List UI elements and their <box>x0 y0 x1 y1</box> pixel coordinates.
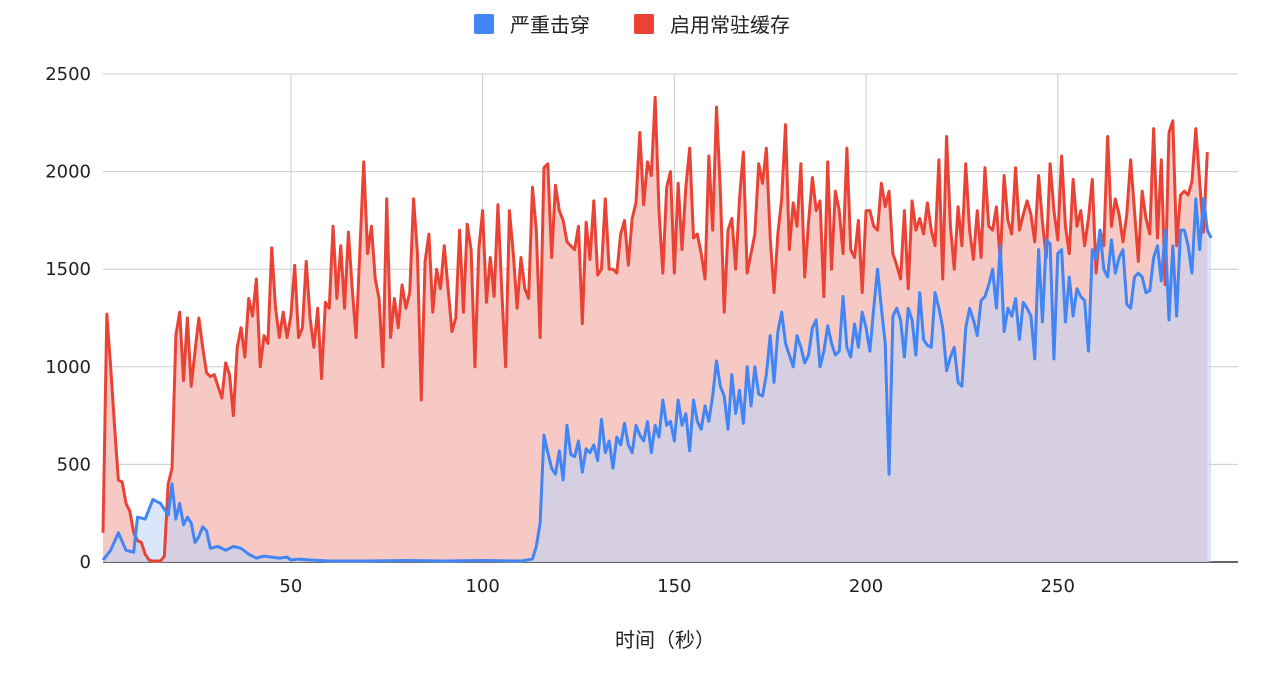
x-axis-ticks: 50 100 150 200 250 <box>279 576 1075 597</box>
x-tick-label: 150 <box>657 576 691 597</box>
series-areas <box>103 97 1212 563</box>
series-area-0 <box>103 198 1212 562</box>
series-line-1 <box>101 95 1209 563</box>
legend-label-1: 启用常驻缓存 <box>670 13 790 37</box>
series-lines <box>101 95 1213 563</box>
x-tick-label: 50 <box>279 576 302 597</box>
y-tick-label: 1500 <box>45 259 91 280</box>
legend: 严重击穿 启用常驻缓存 <box>474 13 790 37</box>
series-line-0 <box>101 197 1213 563</box>
y-tick-label: 500 <box>57 454 91 475</box>
x-tick-label: 100 <box>465 576 499 597</box>
x-axis-title: 时间（秒） <box>615 628 715 652</box>
y-tick-label: 2000 <box>45 162 91 183</box>
x-tick-label: 250 <box>1041 576 1075 597</box>
y-tick-label: 1000 <box>45 357 91 378</box>
y-tick-label: 0 <box>80 552 91 573</box>
y-tick-label: 2500 <box>45 64 91 85</box>
y-axis-ticks: 0 500 1000 1500 2000 2500 <box>45 64 91 573</box>
legend-swatch-1 <box>634 14 654 34</box>
legend-label-0: 严重击穿 <box>510 13 590 37</box>
legend-swatch-0 <box>474 14 494 34</box>
x-tick-label: 200 <box>849 576 883 597</box>
